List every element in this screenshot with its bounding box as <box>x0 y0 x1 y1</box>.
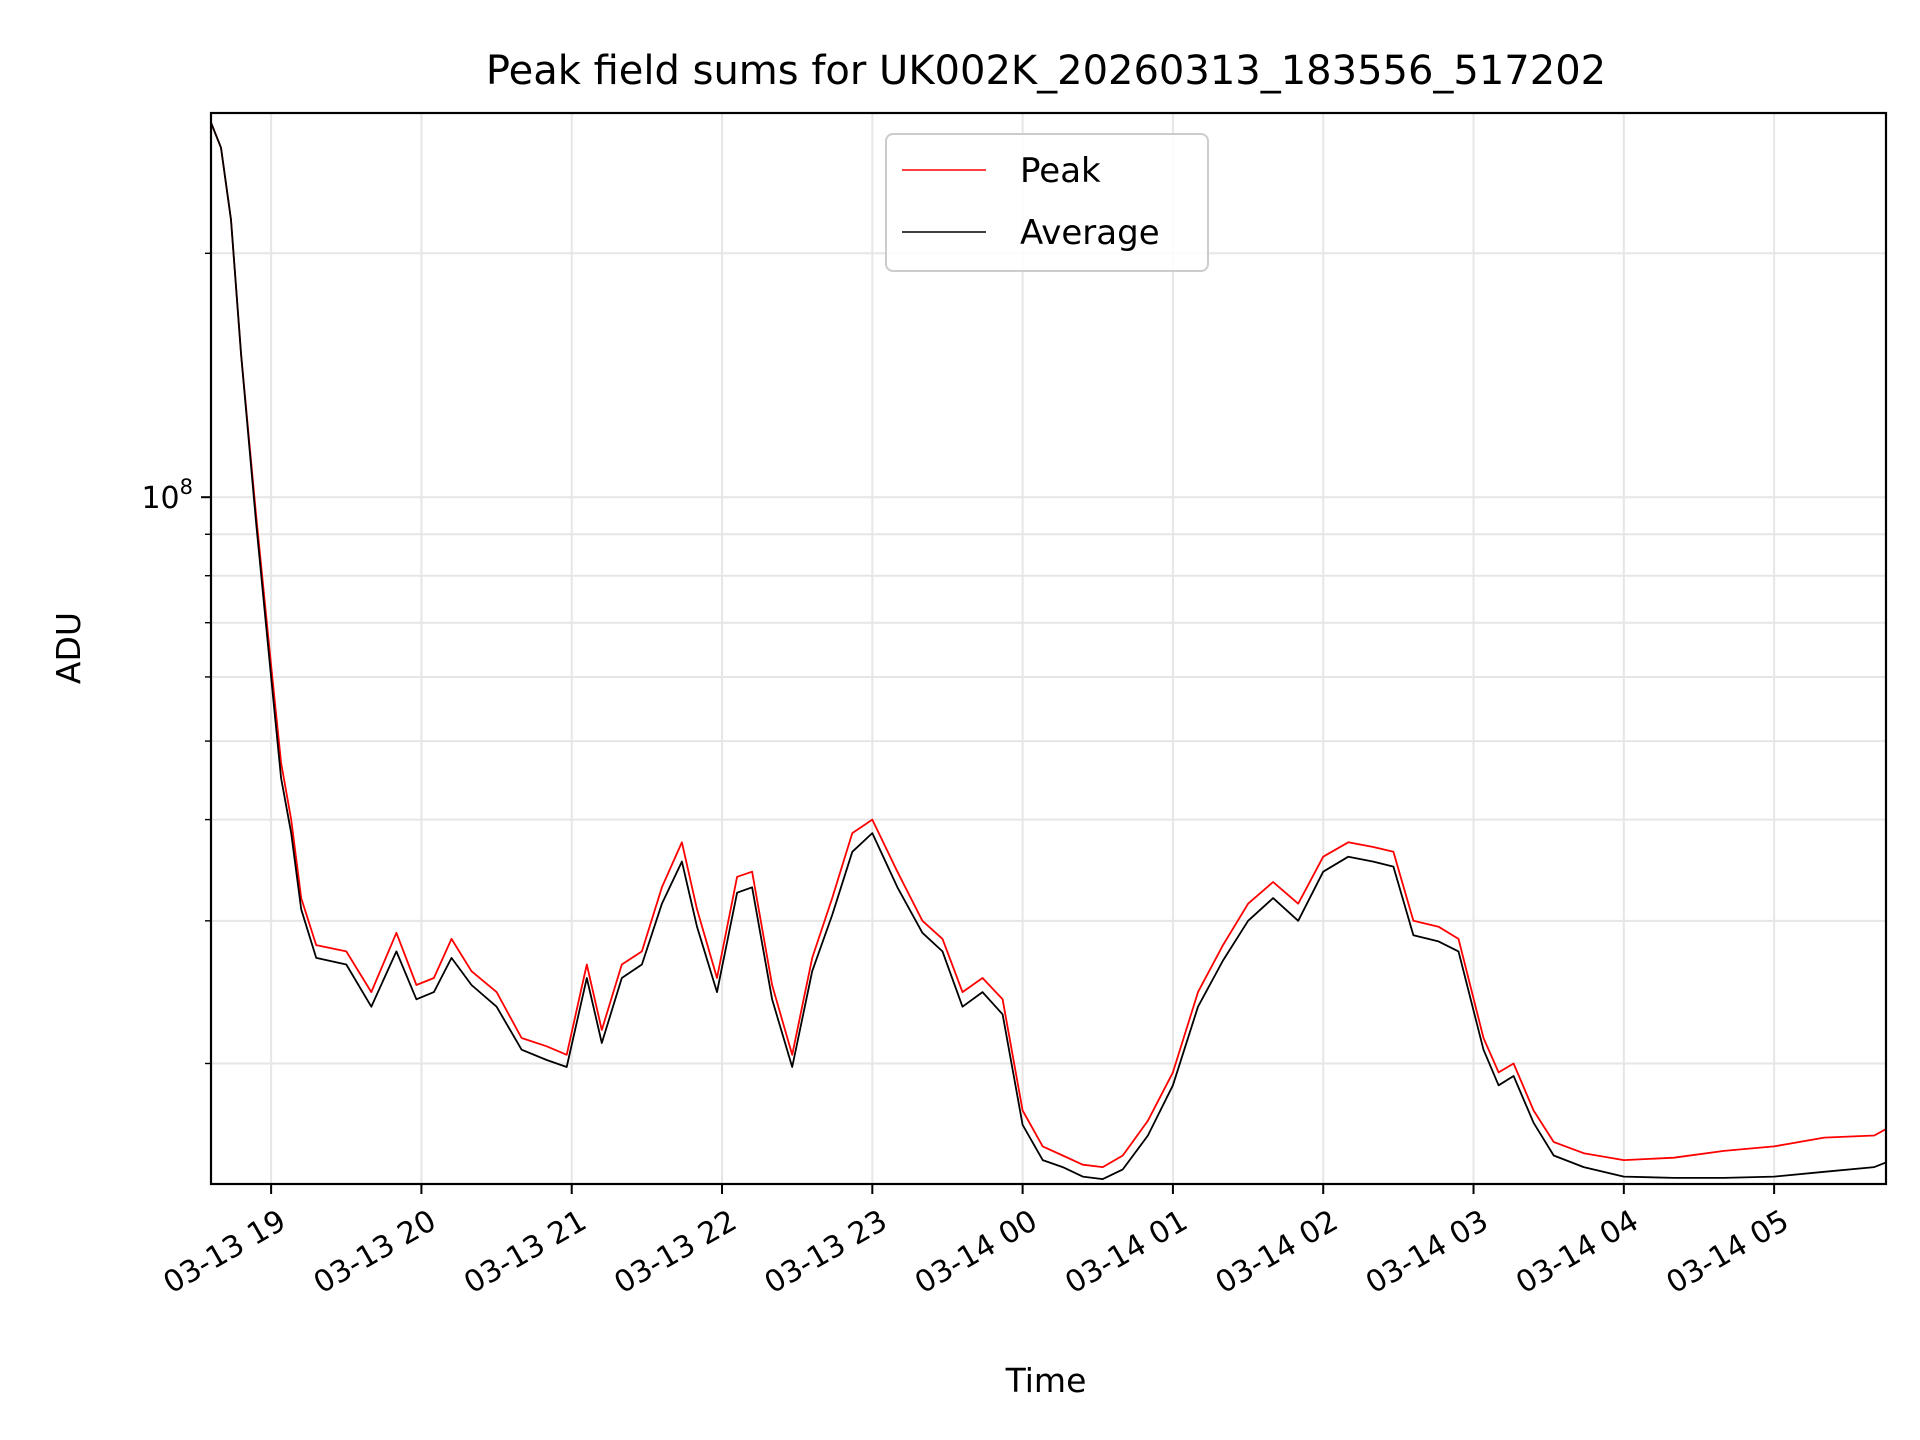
plot-frame <box>209 111 1888 1186</box>
legend-label-peak: Peak <box>1020 151 1101 191</box>
x-axis-label: Time <box>1005 1361 1087 1400</box>
legend: Peak Average <box>885 133 1209 272</box>
grid-lines <box>211 113 1886 1184</box>
legend-box <box>885 133 1209 272</box>
chart-title: Peak field sums for UK002K_20260313_1835… <box>486 48 1606 94</box>
y-axis-label: ADU <box>49 612 88 684</box>
legend-label-average: Average <box>1020 213 1160 253</box>
